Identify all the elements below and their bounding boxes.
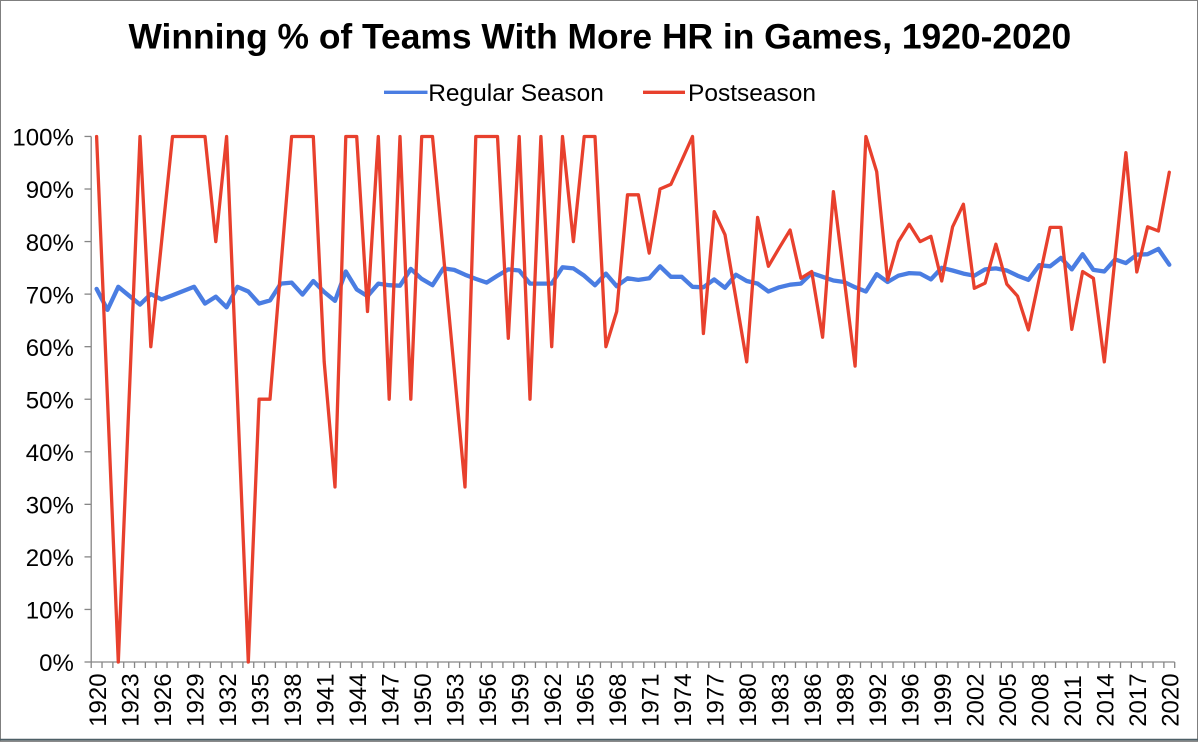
svg-text:1950: 1950 <box>410 673 437 726</box>
svg-text:0%: 0% <box>39 650 74 677</box>
svg-text:40%: 40% <box>26 440 74 467</box>
svg-text:1935: 1935 <box>247 673 274 726</box>
svg-text:1944: 1944 <box>345 673 372 726</box>
svg-text:30%: 30% <box>26 493 74 520</box>
svg-text:1968: 1968 <box>605 673 632 726</box>
svg-text:2017: 2017 <box>1125 673 1152 726</box>
svg-text:1923: 1923 <box>117 673 144 726</box>
svg-text:1956: 1956 <box>475 673 502 726</box>
svg-text:1977: 1977 <box>702 673 729 726</box>
svg-text:1938: 1938 <box>280 673 307 726</box>
svg-text:50%: 50% <box>26 387 74 414</box>
svg-text:100%: 100% <box>12 125 73 152</box>
svg-text:1926: 1926 <box>150 673 177 726</box>
svg-text:Winning % of Teams With More H: Winning % of Teams With More HR in Games… <box>128 17 1071 57</box>
svg-text:80%: 80% <box>26 230 74 257</box>
svg-text:60%: 60% <box>26 335 74 362</box>
svg-text:2014: 2014 <box>1093 673 1120 726</box>
svg-text:2002: 2002 <box>963 673 990 726</box>
svg-text:1999: 1999 <box>930 673 957 726</box>
svg-text:1971: 1971 <box>637 673 664 726</box>
svg-text:1986: 1986 <box>800 673 827 726</box>
svg-text:2008: 2008 <box>1028 673 1055 726</box>
svg-text:10%: 10% <box>26 598 74 625</box>
svg-text:2011: 2011 <box>1060 675 1087 727</box>
svg-text:1953: 1953 <box>442 673 469 726</box>
svg-text:1980: 1980 <box>735 673 762 726</box>
svg-text:1996: 1996 <box>897 673 924 726</box>
svg-text:70%: 70% <box>26 282 74 309</box>
svg-text:90%: 90% <box>26 177 74 204</box>
svg-text:1992: 1992 <box>865 673 892 726</box>
svg-text:1983: 1983 <box>767 673 794 726</box>
svg-text:1929: 1929 <box>182 673 209 726</box>
svg-text:1962: 1962 <box>540 673 567 726</box>
svg-text:1932: 1932 <box>215 673 242 726</box>
svg-text:2020: 2020 <box>1158 673 1185 726</box>
svg-text:Regular Season: Regular Season <box>428 80 604 107</box>
svg-text:20%: 20% <box>26 545 74 572</box>
svg-text:1959: 1959 <box>507 673 534 726</box>
svg-text:1941: 1941 <box>312 673 339 726</box>
svg-text:1989: 1989 <box>832 673 859 726</box>
svg-text:1947: 1947 <box>377 673 404 726</box>
svg-text:2005: 2005 <box>995 673 1022 726</box>
svg-text:1920: 1920 <box>85 673 112 726</box>
svg-text:1965: 1965 <box>572 673 599 726</box>
svg-text:Postseason: Postseason <box>688 80 816 107</box>
svg-text:1974: 1974 <box>670 673 697 726</box>
